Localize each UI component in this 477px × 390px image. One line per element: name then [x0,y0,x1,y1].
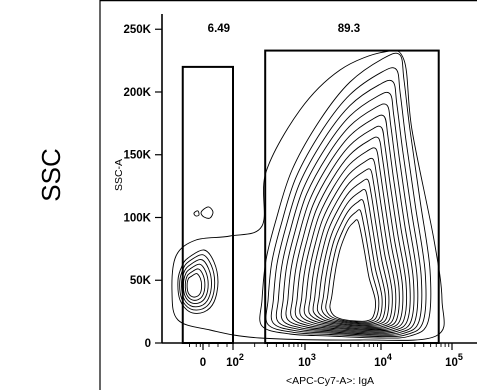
gate-0[interactable] [181,65,234,344]
contour-main [290,125,407,332]
contour-main [294,136,404,331]
y-axis-ticks: 0 50K 100K 150K 200K 250K [124,24,162,350]
contour-main [325,209,380,323]
contour-main [308,168,393,327]
contour-main [299,147,400,329]
x-tick-label-4: 105 [445,352,463,369]
contour-outlier [193,210,200,217]
x-tick-label-1: 102 [226,352,244,369]
y-tick-label-4: 200K [124,87,152,99]
contour-main [321,199,383,324]
contour-main [275,91,419,335]
contour-outlier [200,206,214,219]
contour-negative [177,249,219,314]
contour-envelope [171,49,445,341]
contour-main [259,52,432,339]
x-tick-label-3: 104 [374,352,392,369]
contour-negative [184,268,206,301]
gate-label-1: 89.3 [338,23,360,35]
contour-main [270,79,423,336]
x-tick-label-0: 0 [200,357,206,369]
y-tick-label-5: 250K [124,24,152,36]
y-tick-label-0: 0 [145,338,151,350]
gates: 6.49 89.3 [181,23,440,344]
contour-main [312,178,390,326]
contour-main [303,157,397,328]
x-tick-label-2: 103 [298,352,316,369]
y-axis-label: SSC-A [113,159,125,191]
y-tick-label-1: 50K [130,275,152,287]
side-axis-label: SSC [36,148,66,201]
contour-main [329,219,376,322]
contour-main [316,188,386,325]
contour-main [280,103,415,334]
contour-negative [186,273,203,298]
gate-label-0: 6.49 [208,23,230,35]
contour-main [285,114,411,333]
density-contours [171,49,445,341]
x-axis-label: <APC-Cy7-A>: IgA [286,375,374,387]
y-tick-label-3: 150K [124,150,152,162]
y-tick-label-2: 100K [124,212,152,224]
contour-main [265,67,427,338]
gate-1[interactable] [264,49,440,344]
contour-negative [182,263,209,305]
contour-negative [179,254,216,311]
